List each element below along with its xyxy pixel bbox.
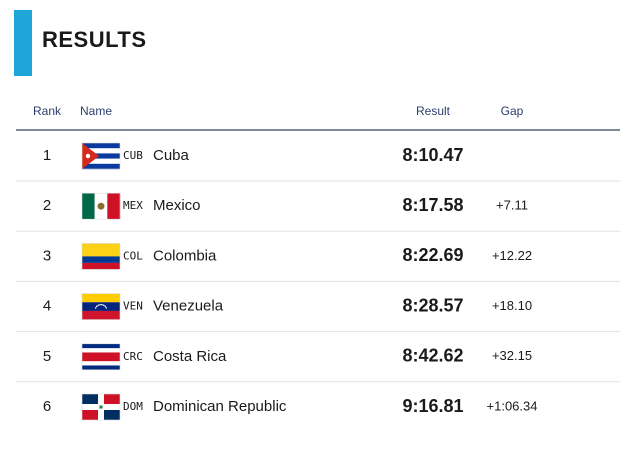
flag	[81, 243, 121, 270]
flag-part	[94, 307, 97, 309]
country-name: Mexico	[153, 197, 201, 214]
flag-part	[82, 158, 120, 165]
flag-part	[82, 143, 120, 149]
flag-part	[104, 305, 107, 308]
flag-part	[82, 193, 95, 220]
flag	[81, 393, 121, 421]
flag-part	[82, 256, 120, 263]
flag-part	[104, 410, 120, 420]
result: 8:17.58	[402, 195, 463, 215]
country-name: Dominican Republic	[153, 398, 287, 415]
result: 8:22.69	[402, 245, 463, 265]
flag-part	[99, 405, 103, 409]
flag-part	[95, 305, 98, 308]
country-name: Cuba	[153, 147, 190, 164]
flag-part	[82, 153, 120, 159]
country-code: CUB	[123, 149, 143, 162]
flag-part	[82, 143, 100, 169]
flag-part	[82, 163, 120, 170]
gap: +12.22	[492, 248, 532, 263]
flag-part	[82, 394, 98, 404]
flag-part	[82, 352, 120, 362]
column-header: Name	[80, 104, 112, 118]
column-header: Rank	[33, 104, 62, 118]
flag-part	[102, 304, 105, 307]
flag-part	[104, 394, 120, 404]
rank: 1	[43, 147, 51, 164]
flag-border	[81, 293, 121, 320]
flag	[81, 142, 121, 170]
flag-part	[101, 303, 103, 306]
gap: +32.15	[492, 348, 532, 363]
result: 8:28.57	[402, 295, 463, 315]
rank: 4	[43, 298, 51, 315]
column-header: Gap	[501, 104, 524, 118]
country-code: VEN	[123, 300, 143, 313]
flag-border	[81, 142, 121, 170]
title: RESULTS	[42, 27, 147, 52]
flag-part	[82, 310, 120, 320]
country-name: Venezuela	[153, 298, 224, 315]
flag	[81, 343, 121, 371]
result: 8:42.62	[402, 346, 463, 366]
flag	[81, 293, 121, 320]
flag-part	[82, 293, 120, 303]
flag-part	[107, 193, 121, 220]
flag-part	[85, 153, 91, 159]
flag-part	[105, 307, 108, 309]
flag-part	[82, 302, 120, 311]
gap: +7.11	[496, 198, 528, 213]
country-code: MEX	[123, 199, 143, 212]
flag-part	[97, 202, 105, 210]
flag-border	[81, 243, 121, 270]
result: 8:10.47	[402, 145, 463, 165]
gap: +18.10	[492, 298, 532, 313]
flag-border	[81, 343, 121, 371]
country-name: Costa Rica	[153, 348, 227, 365]
column-header: Result	[416, 104, 451, 118]
country-code: CRC	[123, 350, 143, 363]
rank: 5	[43, 348, 51, 365]
rank: 2	[43, 197, 51, 214]
flag-part	[82, 148, 120, 154]
gap: +1:06.34	[487, 398, 538, 413]
flag-border	[81, 192, 121, 220]
country-code: DOM	[123, 400, 143, 413]
rank: 3	[43, 247, 51, 264]
flag-border	[81, 393, 121, 421]
flag-part	[82, 262, 120, 270]
result: 9:16.81	[402, 396, 463, 416]
country-name: Colombia	[153, 247, 217, 264]
flag-part	[82, 243, 120, 257]
flag	[81, 192, 121, 220]
flag-part	[82, 410, 98, 420]
flag-part	[99, 303, 101, 306]
title-accent	[14, 10, 32, 76]
flag-part	[97, 304, 100, 307]
rank: 6	[43, 398, 51, 415]
country-code: COL	[123, 249, 143, 262]
